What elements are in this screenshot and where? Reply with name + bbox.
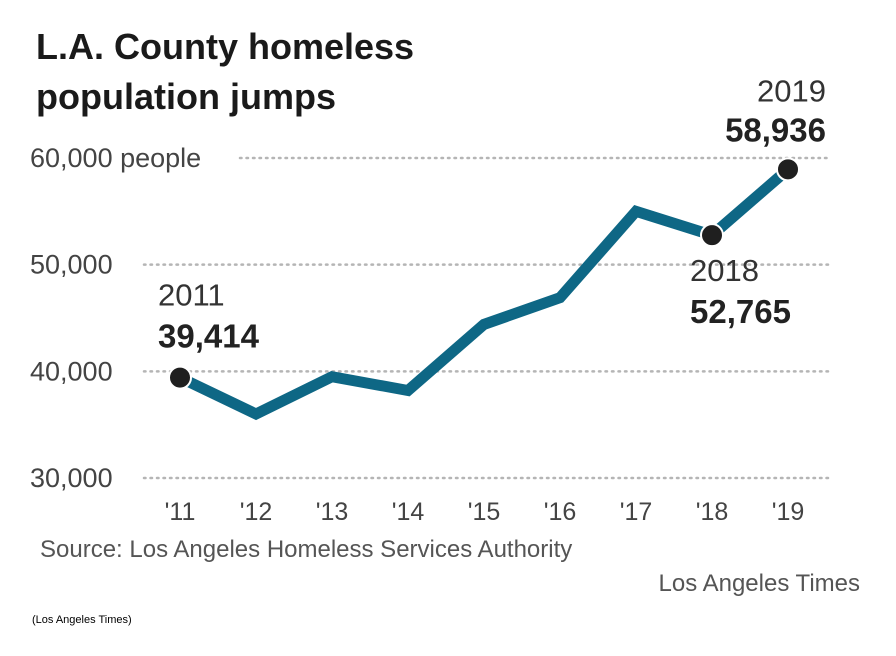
annotation-value: 39,414 <box>158 318 260 355</box>
source-note: Source: Los Angeles Homeless Services Au… <box>40 536 573 563</box>
data-point-marker <box>700 223 724 248</box>
x-tick-label: '15 <box>468 498 501 526</box>
annotation-value: 52,765 <box>690 293 791 330</box>
image-caption: (Los Angeles Times) <box>32 614 132 626</box>
x-tick-label: '19 <box>772 498 805 526</box>
x-tick-label: '16 <box>544 498 577 526</box>
data-point-marker <box>168 365 192 390</box>
chart-title-line-1: L.A. County homeless <box>36 26 415 67</box>
x-tick-label: '14 <box>392 498 425 526</box>
credit-line: Los Angeles Times <box>658 570 860 597</box>
y-tick-label: 60,000 people <box>30 143 201 173</box>
x-axis-labels: '11 '12 '13 '14 '15 '16 '17 '18 '19 <box>165 498 805 526</box>
y-tick-label: 40,000 <box>30 356 113 386</box>
x-tick-label: '11 <box>165 498 196 526</box>
annotation-year: 2018 <box>690 253 759 288</box>
x-tick-label: '12 <box>240 498 273 526</box>
data-point-marker <box>776 157 800 182</box>
annotation-value: 58,936 <box>725 111 826 148</box>
series-layer <box>177 165 792 421</box>
annotation-year: 2019 <box>757 73 826 108</box>
chart-title-line-2: population jumps <box>36 76 336 117</box>
gridlines <box>142 156 830 480</box>
x-tick-label: '17 <box>620 498 653 526</box>
annotation-year: 2011 <box>158 278 225 313</box>
series-line <box>177 165 792 421</box>
y-axis-labels: 30,000 40,000 50,000 60,000 people <box>30 143 201 493</box>
x-tick-label: '13 <box>316 498 349 526</box>
chart-title: L.A. County homeless population jumps <box>36 22 636 122</box>
markers-layer <box>168 157 800 390</box>
y-tick-label: 30,000 <box>30 463 113 493</box>
y-tick-label: 50,000 <box>30 250 113 280</box>
x-tick-label: '18 <box>696 498 729 526</box>
